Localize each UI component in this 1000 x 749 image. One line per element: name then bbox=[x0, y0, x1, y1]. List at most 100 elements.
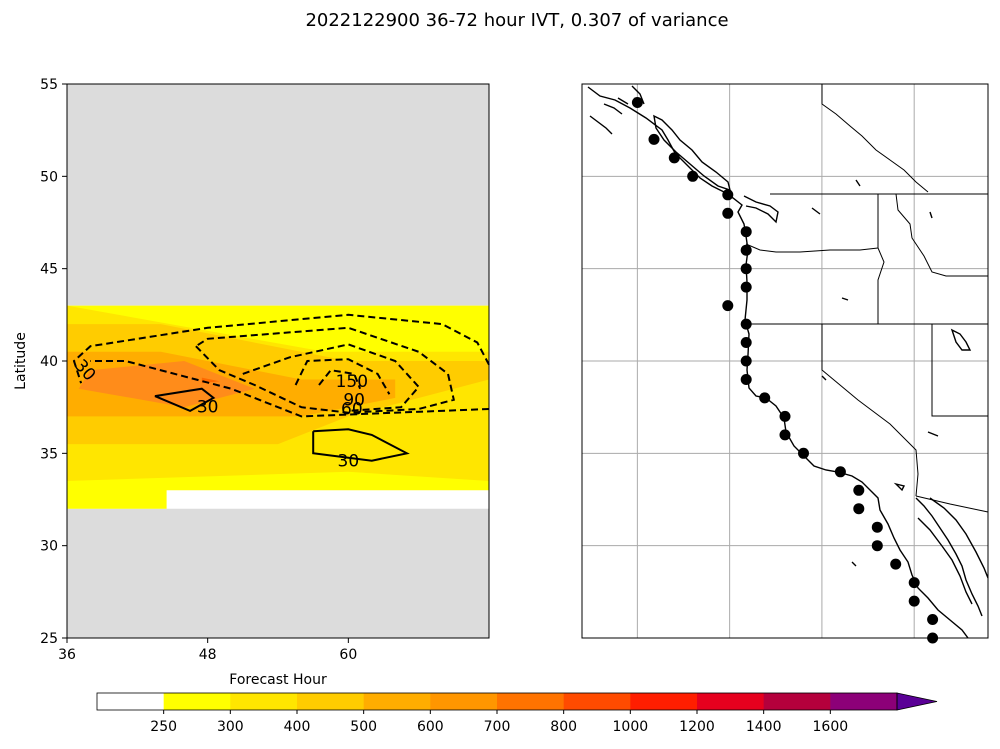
colorbar-ticks: 250 300 400 500 600 700 800 1000 1200 1400 1600 bbox=[150, 710, 848, 735]
y-axis-label: Latitude bbox=[13, 332, 29, 390]
y-tick-label: 55 bbox=[40, 77, 58, 93]
dashed-contour bbox=[242, 343, 421, 412]
station-point bbox=[740, 355, 752, 367]
vancouver-island bbox=[653, 114, 731, 192]
great-salt-lake bbox=[950, 328, 972, 351]
colorbar-cell bbox=[97, 693, 165, 710]
dashed-contour bbox=[90, 360, 490, 418]
station-point bbox=[740, 337, 752, 348]
colorbar-cell bbox=[630, 693, 698, 710]
idaho-west-border bbox=[877, 194, 885, 324]
station-point bbox=[779, 410, 791, 422]
colorbar-extend-arrow bbox=[896, 692, 938, 711]
contour-label: 30 bbox=[338, 451, 360, 471]
station-point bbox=[853, 484, 865, 496]
colorbar-tick-label: 250 bbox=[150, 719, 177, 735]
contour-label: 90 bbox=[343, 390, 365, 410]
x-axis-label: Forecast Hour bbox=[229, 672, 327, 688]
borders bbox=[745, 84, 989, 513]
colorbar-cell bbox=[230, 693, 298, 710]
small-lakes bbox=[811, 179, 939, 567]
station-point bbox=[834, 466, 846, 478]
figure-title: 2022122900 36-72 hour IVT, 0.307 of vari… bbox=[305, 10, 728, 31]
colorbar-cell bbox=[563, 693, 631, 710]
colorbar-tick-label: 1400 bbox=[746, 719, 782, 735]
y-tick-label: 25 bbox=[40, 631, 58, 647]
solid-contour bbox=[154, 387, 216, 413]
station-point bbox=[927, 614, 939, 625]
x-tick-label: 36 bbox=[58, 647, 76, 663]
station-point bbox=[908, 595, 920, 607]
x-tick-label: 60 bbox=[339, 647, 357, 663]
colorbar-cell bbox=[430, 693, 498, 710]
y-tick-label: 45 bbox=[40, 262, 58, 278]
station-point bbox=[722, 189, 734, 201]
california-nevada-border bbox=[821, 324, 919, 497]
map-panel bbox=[581, 83, 989, 644]
dashed-contour bbox=[318, 369, 362, 390]
x-tick-label: 48 bbox=[199, 647, 217, 663]
gulf-of-california bbox=[915, 497, 983, 617]
colorbar-cell bbox=[697, 693, 765, 710]
nevada-utah-border bbox=[931, 324, 988, 417]
colorbar-tick-label: 400 bbox=[284, 719, 311, 735]
washington-oregon-border bbox=[745, 243, 879, 253]
station-point bbox=[722, 207, 734, 219]
british-columbia-alberta-border bbox=[821, 84, 929, 193]
station-point bbox=[740, 281, 752, 293]
station-point bbox=[798, 447, 809, 459]
contour-label: 30 bbox=[197, 398, 219, 418]
y-tick-label: 40 bbox=[40, 354, 58, 370]
y-tick-label: 35 bbox=[40, 446, 58, 462]
colorbar-cell bbox=[830, 693, 898, 710]
station-point bbox=[740, 318, 752, 330]
idaho-montana-border bbox=[895, 193, 988, 277]
colorbar: 250 300 400 500 600 700 800 1000 1200 1400 1600 bbox=[96, 692, 938, 735]
station-point bbox=[890, 558, 902, 570]
station-point bbox=[740, 244, 752, 256]
station-point bbox=[722, 300, 734, 312]
station-point bbox=[648, 133, 660, 145]
y-tick-label: 30 bbox=[40, 539, 58, 555]
station-point bbox=[908, 577, 920, 589]
y-axis-ticks: 25 30 35 40 45 50 55 bbox=[40, 77, 67, 647]
station-point bbox=[779, 429, 791, 441]
us-mexico-border bbox=[915, 495, 989, 513]
station-point bbox=[668, 152, 680, 164]
dashed-contour bbox=[195, 326, 455, 414]
colorbar-cells bbox=[97, 693, 898, 710]
station-point bbox=[740, 263, 752, 275]
contour-label: 150 bbox=[336, 372, 368, 392]
x-axis-ticks: 36 48 60 bbox=[58, 638, 357, 663]
solid-contour bbox=[312, 428, 410, 462]
colorbar-tick-label: 300 bbox=[217, 719, 244, 735]
colorbar-tick-label: 1600 bbox=[813, 719, 849, 735]
baja-east-coast bbox=[917, 517, 973, 605]
map-panel-frame bbox=[581, 83, 989, 639]
colorbar-cell bbox=[363, 693, 431, 710]
station-point bbox=[759, 392, 771, 404]
colorbar-tick-label: 700 bbox=[484, 719, 511, 735]
station-point bbox=[871, 521, 883, 533]
colorbar-tick-label: 600 bbox=[417, 719, 444, 735]
colorbar-cell bbox=[163, 693, 231, 710]
mainland-mexico-coast bbox=[929, 497, 989, 579]
colorbar-tick-label: 1000 bbox=[613, 719, 649, 735]
puget-sound bbox=[743, 195, 779, 224]
contour-label: 60 bbox=[341, 400, 363, 420]
inlet-islands bbox=[589, 85, 645, 135]
colorbar-cell bbox=[497, 693, 565, 710]
colorbar-tick-label: 800 bbox=[550, 719, 577, 735]
station-point bbox=[687, 170, 699, 182]
dashed-contour bbox=[294, 358, 391, 395]
y-tick-label: 50 bbox=[40, 169, 58, 185]
station-point bbox=[740, 374, 752, 385]
salton-sea bbox=[893, 482, 906, 492]
station-point bbox=[740, 226, 752, 238]
station-point bbox=[871, 540, 883, 552]
colorbar-cell bbox=[763, 693, 831, 710]
station-point bbox=[853, 503, 865, 515]
colorbar-tick-label: 1200 bbox=[679, 719, 715, 735]
